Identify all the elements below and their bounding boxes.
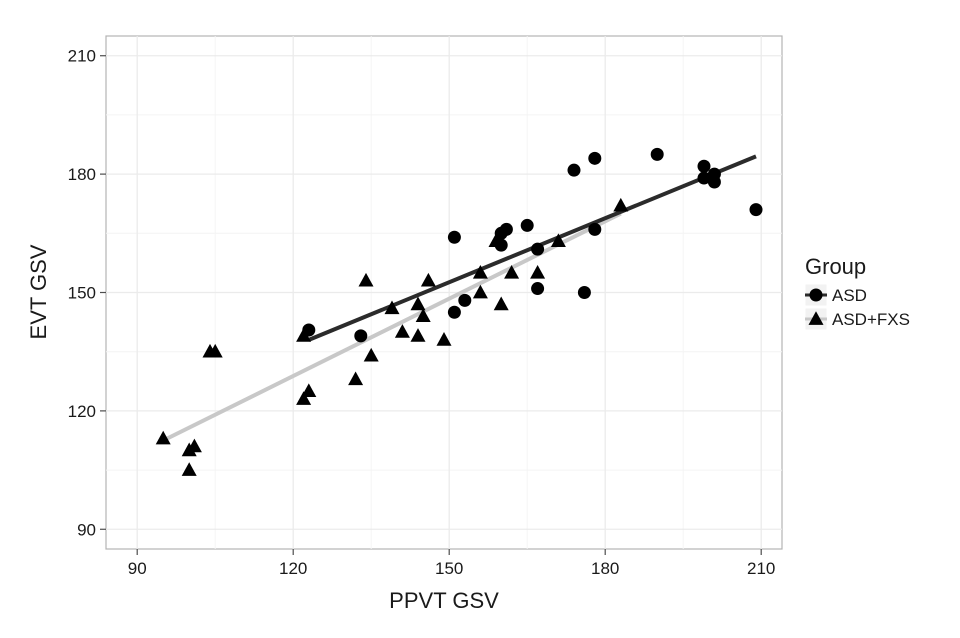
data-point-asd-fxs xyxy=(296,391,312,405)
legend: Group ASD ASD+FXS xyxy=(804,254,910,331)
legend-key-marker xyxy=(808,311,824,325)
data-points xyxy=(155,147,763,476)
data-point-asd xyxy=(697,171,711,185)
data-point-asd-fxs xyxy=(155,430,171,445)
data-point-asd-fxs xyxy=(348,371,364,386)
legend-item-asd: ASD xyxy=(804,283,867,307)
y-tick-label: 120 xyxy=(68,402,96,421)
legend-label: ASD xyxy=(832,286,867,305)
data-point-asd xyxy=(531,242,545,256)
legend-title: Group xyxy=(805,254,866,279)
data-point-asd-fxs xyxy=(488,233,504,248)
x-axis-title: PPVT GSV xyxy=(389,588,499,613)
legend-key-marker xyxy=(809,288,823,302)
data-point-asd xyxy=(650,147,664,161)
data-point-asd-fxs xyxy=(363,347,379,362)
data-point-asd-fxs xyxy=(504,264,520,279)
data-point-asd-fxs xyxy=(358,272,374,287)
x-axis-ticks: 90 120 150 180 210 xyxy=(128,549,775,578)
data-point-asd-fxs xyxy=(613,197,629,212)
data-point-asd xyxy=(577,286,591,299)
data-point-asd xyxy=(567,163,581,177)
data-point-asd-fxs xyxy=(436,332,452,346)
data-point-asd xyxy=(447,230,461,244)
data-point-asd-fxs xyxy=(301,383,317,398)
data-point-asd xyxy=(707,175,721,189)
legend-item-asd-fxs: ASD+FXS xyxy=(804,307,910,331)
data-point-asd-fxs xyxy=(530,264,546,279)
y-tick-label: 210 xyxy=(68,47,96,66)
data-point-asd-fxs xyxy=(550,233,566,248)
data-point-asd xyxy=(520,218,534,232)
data-point-asd-fxs xyxy=(181,462,197,476)
data-point-asd xyxy=(749,203,763,217)
data-point-asd-fxs xyxy=(410,328,426,342)
data-point-asd-fxs xyxy=(415,308,431,323)
data-point-asd xyxy=(499,222,513,236)
data-point-asd xyxy=(588,222,602,236)
y-tick-label: 150 xyxy=(68,284,96,303)
data-point-asd xyxy=(588,151,602,165)
x-tick-label: 120 xyxy=(279,559,307,578)
data-point-asd xyxy=(697,159,711,173)
x-tick-label: 90 xyxy=(128,559,147,578)
y-axis-ticks: 90 120 150 180 210 xyxy=(68,47,106,539)
data-point-asd-fxs xyxy=(296,328,312,342)
data-point-asd xyxy=(447,305,461,319)
data-point-asd-fxs xyxy=(384,300,400,315)
x-tick-label: 180 xyxy=(591,559,619,578)
data-point-asd-fxs xyxy=(472,264,488,279)
data-point-asd xyxy=(531,282,545,296)
x-tick-label: 210 xyxy=(747,559,775,578)
x-tick-label: 150 xyxy=(435,559,463,578)
data-point-asd-fxs xyxy=(472,284,488,299)
grid-lines xyxy=(106,36,782,549)
data-point-asd xyxy=(354,329,368,343)
data-point-asd-fxs xyxy=(207,343,223,358)
data-point-asd xyxy=(458,293,472,307)
legend-label: ASD+FXS xyxy=(832,310,910,329)
data-point-asd-fxs xyxy=(493,296,509,311)
y-axis-title: EVT GSV xyxy=(26,244,51,339)
data-point-asd-fxs xyxy=(186,438,202,453)
trend-line-asd-fxs xyxy=(162,211,622,443)
y-tick-label: 180 xyxy=(68,165,96,184)
y-tick-label: 90 xyxy=(77,520,96,539)
data-point-asd-fxs xyxy=(410,296,426,311)
data-point-asd-fxs xyxy=(420,272,436,287)
data-point-asd-fxs xyxy=(394,324,410,338)
